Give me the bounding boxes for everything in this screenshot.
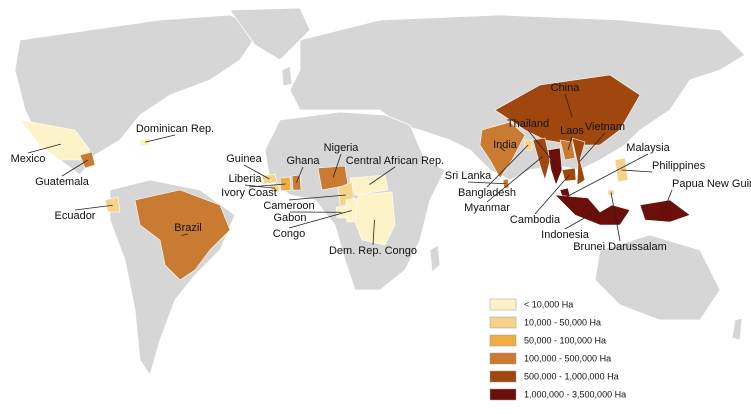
country-label: Vietnam: [585, 121, 625, 133]
legend-swatch: [489, 388, 517, 401]
country-shape: [479, 121, 526, 179]
leader-line: [244, 184, 276, 189]
country-shape: [104, 196, 121, 213]
country-shape: [559, 139, 576, 161]
leader-line: [486, 156, 543, 203]
leader-line: [467, 181, 507, 185]
uk: [281, 65, 293, 87]
leader-line: [486, 144, 529, 188]
leader-line: [27, 143, 61, 154]
leader-line: [566, 153, 649, 198]
madagascar: [429, 244, 441, 273]
leader-line: [288, 210, 352, 229]
legend-label: 10,000 - 50,000 Ha: [524, 317, 601, 327]
country-shape: [561, 167, 577, 182]
legend-label: 1,000,000 - 3,500,000 Ha: [524, 389, 626, 399]
country-label: Sri Lanka: [445, 170, 492, 182]
country-label: Ghana: [286, 155, 320, 167]
leader-line: [61, 159, 89, 177]
country-shape: [547, 147, 563, 186]
legend-swatch: [489, 316, 517, 329]
new-zealand: [731, 317, 743, 341]
leader-line: [243, 164, 270, 180]
country-label: Nigeria: [324, 142, 360, 154]
leader-line: [288, 194, 347, 201]
leader-line: [296, 166, 304, 183]
country-label: Gabon: [273, 212, 306, 224]
countries: [19, 74, 691, 281]
country-label: Guinea: [226, 153, 262, 165]
leader-line: [369, 166, 396, 185]
greenland: [229, 7, 311, 61]
country-shape: [349, 174, 389, 196]
legend-swatch: [489, 352, 517, 365]
leader-line: [74, 204, 113, 211]
country-label: Malaysia: [626, 142, 670, 154]
leader-line: [332, 153, 342, 178]
leader-line: [564, 93, 573, 118]
country-label: Thailand: [507, 118, 549, 130]
country-label: Papua New Guinea: [672, 178, 751, 190]
country-shape: [532, 137, 551, 182]
legend-swatch: [489, 370, 517, 383]
country-label: Ivory Coast: [221, 187, 277, 199]
country-label: Cameroon: [263, 200, 314, 212]
country-shape: [571, 137, 586, 186]
leader-line: [567, 136, 573, 151]
country-label: Guatemala: [35, 176, 90, 188]
country-label: Bangladesh: [458, 187, 516, 199]
leader-line: [579, 132, 606, 162]
country-label: Ecuador: [55, 210, 96, 222]
country-shape: [354, 191, 396, 246]
leader-line: [534, 174, 570, 215]
leader-line: [527, 129, 556, 165]
leader-line: [621, 169, 653, 173]
australia: [594, 234, 721, 321]
leader-line: [181, 233, 189, 236]
legend-label: 50,000 - 100,000 Ha: [524, 335, 606, 345]
country-label: Brunei Darussalam: [573, 241, 667, 253]
country-label: India: [493, 139, 518, 151]
leader-line: [564, 210, 598, 230]
country-label: Laos: [560, 125, 584, 137]
country-label: Dominican Rep.: [136, 123, 214, 135]
country-label: Mexico: [11, 153, 46, 165]
country-label: Congo: [273, 228, 305, 240]
leader-line: [662, 189, 673, 213]
country-shape: [494, 74, 641, 146]
legend: < 10,000 Ha 10,000 - 50,000 Ha 50,000 - 10…: [489, 298, 626, 401]
country-shape: [639, 199, 691, 223]
country-label: Dem. Rep. Congo: [329, 245, 417, 257]
leader-line: [144, 134, 176, 143]
legend-label: 500,000 - 1,000,000 Ha: [524, 371, 619, 381]
legend-swatch: [489, 298, 517, 311]
country-shape: [19, 119, 91, 161]
country-label: Indonesia: [541, 229, 590, 241]
country-label: Myanmar: [464, 202, 510, 214]
country-label: Brazil: [174, 222, 202, 234]
country-label: Philippines: [652, 160, 706, 172]
legend-swatch: [489, 334, 517, 347]
leader-line: [610, 192, 621, 242]
legend-label: < 10,000 Ha: [524, 299, 573, 309]
leader-line: [499, 146, 506, 152]
leader-line: [248, 183, 286, 188]
country-label: Liberia: [228, 173, 262, 185]
labels: China Thailand Laos Vietnam India Malaysia Phi…: [11, 82, 751, 257]
country-label: China: [551, 82, 581, 94]
country-shape: [554, 194, 631, 226]
country-label: Cambodia: [510, 214, 561, 226]
country-label: Central African Rep.: [346, 155, 444, 167]
legend-label: 100,000 - 500,000 Ha: [524, 353, 611, 363]
leader-line: [372, 219, 375, 246]
